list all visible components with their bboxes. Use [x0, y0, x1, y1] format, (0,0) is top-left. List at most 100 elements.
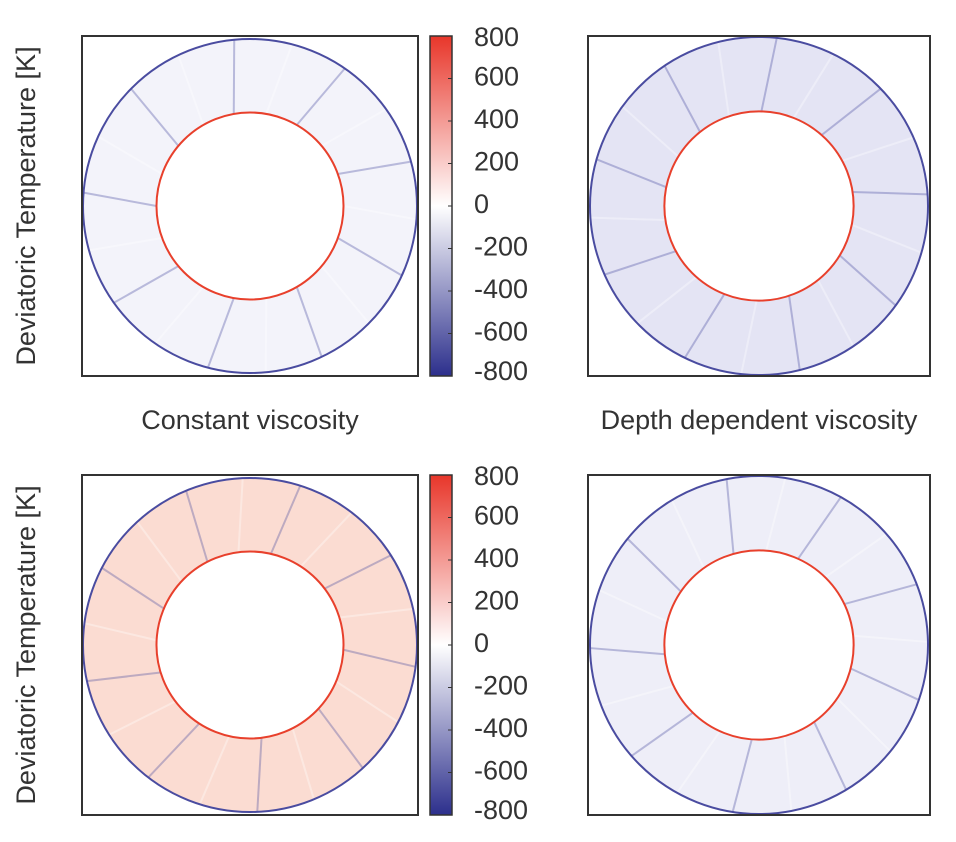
inner-boundary [155, 111, 345, 301]
annulus-field [83, 39, 417, 373]
plume [265, 44, 293, 115]
plume [237, 478, 244, 553]
plume [670, 499, 705, 569]
inner-boundary [155, 550, 345, 740]
plume [760, 37, 778, 112]
plume [207, 297, 235, 368]
plume [101, 567, 165, 610]
plume [850, 667, 920, 701]
plume [256, 737, 263, 812]
plume [792, 53, 835, 119]
colorbar-tick-label: 800 [474, 461, 519, 491]
plume [797, 496, 842, 560]
colorbar-label: Deviatoric Temperature [K] [11, 485, 41, 804]
plume [317, 708, 364, 769]
plume [269, 485, 302, 555]
colorbar-label: Deviatoric Temperature [K] [11, 46, 41, 365]
colorbar-tick-label: -800 [474, 356, 528, 386]
colorbar-tick-label: -600 [474, 317, 528, 347]
colorbar-tick-label: 600 [474, 501, 519, 531]
plume [725, 479, 735, 554]
plume [596, 158, 667, 189]
plume [783, 736, 793, 811]
colorbar-tick-label: -600 [474, 756, 528, 786]
plume [630, 711, 694, 757]
plume [636, 276, 697, 325]
plume [598, 589, 668, 623]
plume [324, 554, 392, 590]
plume [836, 697, 892, 752]
plume [853, 634, 929, 643]
plume [185, 490, 209, 563]
plume [817, 279, 855, 347]
colorbar-tick-label: 200 [474, 147, 519, 177]
panel-title: Constant viscosity [141, 405, 359, 435]
plume [339, 607, 414, 619]
plume [335, 680, 399, 723]
plume [130, 88, 180, 147]
plume [821, 87, 882, 136]
plume [839, 254, 897, 307]
plume [601, 684, 674, 707]
plume [291, 727, 315, 800]
plume [590, 216, 666, 222]
annulus-field [590, 475, 929, 815]
plume [198, 735, 231, 805]
colorbar-tick-label: 0 [474, 628, 489, 658]
plume [604, 250, 677, 276]
colorbar-tick-label: 400 [474, 104, 519, 134]
plume [86, 671, 161, 683]
plume [337, 237, 403, 277]
plume [300, 511, 353, 568]
annulus-field [83, 478, 417, 812]
plume [343, 205, 417, 221]
colorbar-tick-label: 600 [474, 62, 519, 92]
annulus-field [590, 36, 929, 376]
plume [844, 583, 917, 606]
plume [337, 160, 412, 176]
plume [676, 730, 721, 794]
plume [83, 191, 157, 207]
plume [740, 300, 758, 375]
plume [88, 236, 163, 252]
plume [851, 223, 922, 254]
colorbar-tick-label: -200 [474, 671, 528, 701]
plume [343, 648, 416, 668]
plume [824, 533, 888, 579]
plume [177, 54, 205, 126]
colorbar-tick-label: 800 [474, 22, 519, 52]
plume [683, 293, 726, 359]
plume [295, 286, 323, 358]
plume [717, 41, 730, 117]
panel-frame [81, 474, 419, 816]
panel-frame [587, 35, 931, 377]
plume [765, 477, 787, 551]
plume [136, 521, 183, 582]
plume [154, 286, 205, 345]
plume [589, 647, 665, 656]
colorbar-tick-label: 0 [474, 189, 489, 219]
plume [295, 67, 346, 126]
colorbar-tick-label: -400 [474, 713, 528, 743]
colorbar-tick-label: 200 [474, 586, 519, 616]
plume [731, 739, 753, 813]
inner-boundary [663, 110, 855, 302]
plume [788, 295, 801, 371]
plume [320, 265, 370, 324]
plume [663, 65, 701, 133]
plume [621, 105, 679, 158]
colorbar-tick-label: -200 [474, 232, 528, 262]
plume [852, 190, 928, 196]
plume [147, 722, 200, 779]
plume [813, 721, 848, 791]
plume [321, 108, 387, 147]
colorbar-tick-label: -400 [474, 274, 528, 304]
plume [97, 135, 163, 175]
plume [108, 700, 176, 736]
colorbar-tick-label: 400 [474, 543, 519, 573]
panel-title: Depth dependent viscosity [601, 405, 918, 435]
plume [626, 538, 682, 593]
colorbar-tick-label: -800 [474, 795, 528, 825]
plume [113, 265, 179, 304]
